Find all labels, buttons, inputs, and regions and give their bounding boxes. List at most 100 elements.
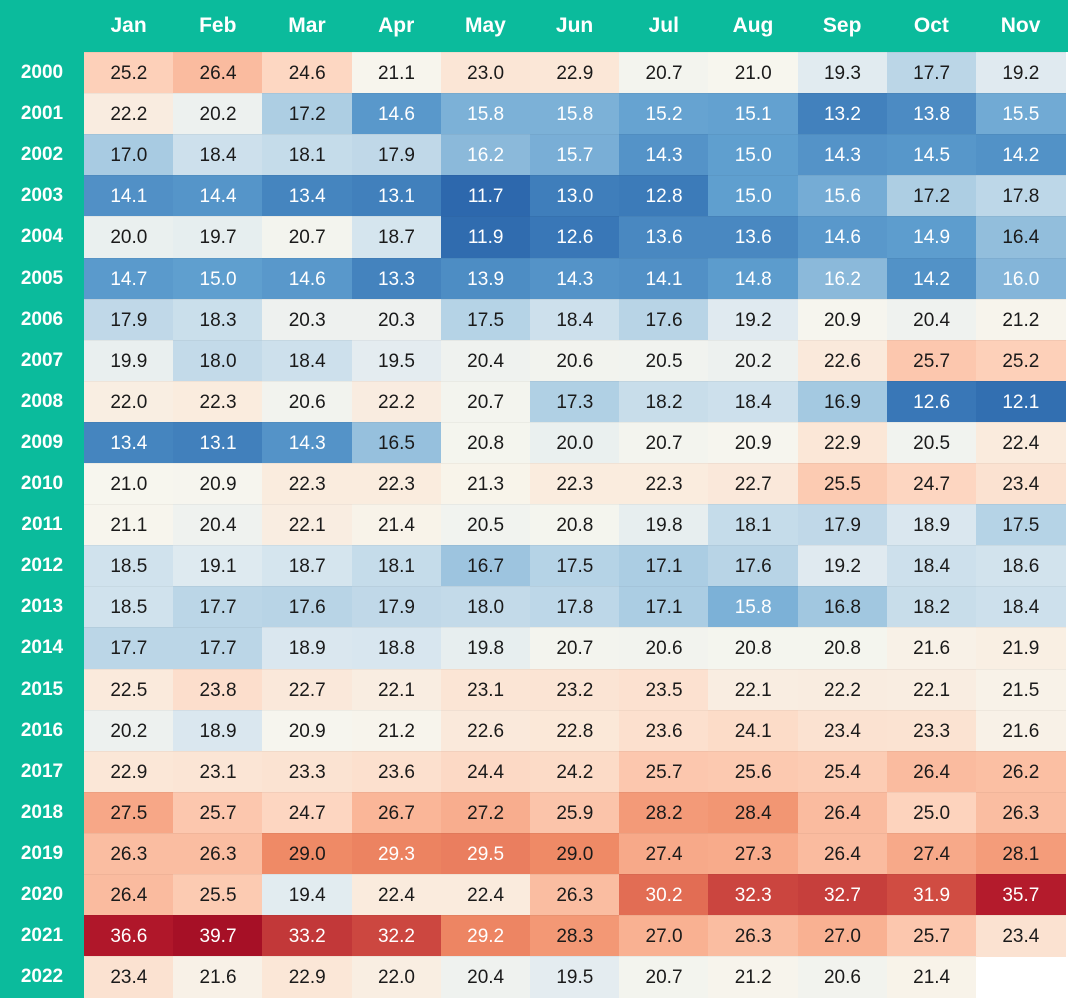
- year-label: 2009: [20, 431, 64, 453]
- year-label: 2013: [20, 596, 64, 618]
- heatmap-cell: 27.0: [797, 915, 888, 957]
- heatmap-cell: 24.2: [530, 750, 620, 793]
- heatmap-cell: 16.5: [351, 421, 442, 464]
- heatmap-cell: 17.2: [886, 175, 977, 217]
- heatmap-cell: 20.7: [440, 380, 531, 423]
- heatmap-cell: 14.6: [351, 93, 442, 135]
- heatmap-cell: 20.7: [619, 956, 709, 998]
- month-header-bar: [0, 0, 1068, 52]
- heatmap-cell: 32.2: [351, 915, 442, 957]
- month-label: Mar: [288, 14, 326, 37]
- heatmap-cell: 14.2: [976, 134, 1066, 176]
- year-label: 2003: [20, 185, 64, 207]
- heatmap-cell: 27.2: [440, 791, 531, 834]
- month-label: Jun: [555, 14, 594, 37]
- heatmap-cell: 20.8: [530, 504, 620, 546]
- heatmap-cell: 19.2: [797, 545, 888, 587]
- heatmap-cell: 21.6: [976, 709, 1066, 752]
- heatmap-cell: 23.4: [797, 709, 888, 752]
- heatmap-cell: 14.3: [530, 257, 620, 300]
- heatmap-cell: 14.3: [262, 421, 353, 464]
- heatmap-cell: 24.7: [886, 463, 977, 505]
- heatmap-cell: 19.5: [351, 339, 442, 382]
- heatmap-cell: 17.7: [84, 627, 174, 669]
- heatmap-cell: 23.6: [351, 750, 442, 793]
- heatmap-cell: 22.1: [886, 668, 977, 711]
- heatmap-cell: 17.3: [530, 380, 620, 423]
- year-label: 2020: [20, 884, 64, 905]
- heatmap-cell: 17.9: [797, 504, 888, 546]
- heatmap-cell: 18.1: [708, 504, 799, 546]
- heatmap-cell: 14.9: [886, 216, 977, 258]
- heatmap-cell: 25.4: [797, 750, 888, 793]
- heatmap-cell: 18.9: [886, 504, 977, 546]
- heatmap-cell: 17.9: [84, 298, 174, 341]
- heatmap-cell: 28.3: [530, 915, 620, 957]
- heatmap-cell: 18.4: [530, 298, 620, 341]
- heatmap-cell: 20.6: [619, 627, 709, 669]
- year-label: 2002: [20, 144, 64, 166]
- year-label: 2012: [20, 555, 64, 577]
- heatmap-cell: 16.9: [797, 380, 888, 423]
- heatmap-cell: 13.1: [351, 175, 442, 217]
- heatmap-cell: 18.9: [173, 709, 263, 752]
- heatmap-cell: 18.1: [262, 134, 353, 176]
- heatmap-cell: 18.4: [173, 134, 263, 176]
- heatmap-cell: 16.4: [976, 216, 1066, 258]
- year-label: 2005: [20, 267, 64, 289]
- heatmap-cell: 23.0: [440, 52, 531, 94]
- heatmap-cell: 22.0: [84, 380, 174, 423]
- heatmap-cell: 17.7: [886, 52, 977, 94]
- heatmap-cell: 18.4: [976, 586, 1066, 628]
- heatmap-cell: 14.4: [173, 175, 263, 217]
- heatmap-cell: 33.2: [262, 915, 353, 957]
- heatmap-cell: 24.6: [262, 52, 353, 94]
- heatmap-cell: 18.3: [173, 298, 263, 341]
- heatmap-cell: 14.3: [797, 134, 888, 176]
- heatmap-cell: 15.8: [530, 93, 620, 135]
- heatmap-cell: 19.4: [262, 874, 353, 916]
- heatmap-cell: 20.4: [440, 339, 531, 382]
- heatmap-cell: 26.7: [351, 791, 442, 834]
- heatmap-cell: 22.4: [440, 874, 531, 916]
- heatmap-cell: 17.1: [619, 545, 709, 587]
- heatmap-cell: 22.8: [530, 709, 620, 752]
- heatmap-cell: 23.5: [619, 668, 709, 711]
- heatmap-cell: 36.6: [84, 915, 174, 957]
- heatmap-cell: 17.7: [173, 627, 263, 669]
- heatmap-cell: 17.0: [84, 134, 174, 176]
- year-label: 2006: [20, 308, 64, 330]
- heatmap-cell: 25.5: [797, 463, 888, 505]
- heatmap-cell: 14.8: [708, 257, 799, 300]
- heatmap-cell: 27.5: [84, 791, 174, 834]
- heatmap-cell: 14.6: [797, 216, 888, 258]
- heatmap-cell: 17.1: [619, 586, 709, 628]
- heatmap-cell: 20.9: [173, 463, 263, 505]
- heatmap-cell: 12.6: [886, 380, 977, 423]
- heatmap-cell: 22.6: [797, 339, 888, 382]
- heatmap-cell: 29.2: [440, 915, 531, 957]
- heatmap-cell: 19.5: [530, 956, 620, 998]
- heatmap-cell: 21.6: [173, 956, 263, 998]
- heatmap-cell: 18.7: [351, 216, 442, 258]
- heatmap-cell: 23.3: [886, 709, 977, 752]
- heatmap-cell: 30.2: [619, 874, 709, 916]
- heatmap-cell: 17.7: [173, 586, 263, 628]
- heatmap-cell: 23.4: [84, 956, 174, 998]
- heatmap-cell: 18.1: [351, 545, 442, 587]
- heatmap-cell: 13.6: [619, 216, 709, 258]
- heatmap-cell: 25.7: [886, 915, 977, 957]
- heatmap-cell: 26.3: [173, 832, 263, 875]
- year-label: 2007: [20, 349, 64, 371]
- heatmap-cell: 19.9: [84, 339, 174, 382]
- heatmap-cell: 22.3: [262, 463, 353, 505]
- heatmap-cell: 20.2: [173, 93, 263, 135]
- heatmap-cell: 22.9: [84, 750, 174, 793]
- heatmap-cell: 22.2: [351, 380, 442, 423]
- heatmap-cell: 22.6: [440, 709, 531, 752]
- heatmap-cell: 26.2: [976, 750, 1066, 793]
- heatmap-cell: 21.5: [976, 668, 1066, 711]
- heatmap-cell: 22.2: [797, 668, 888, 711]
- heatmap-cell: 26.4: [173, 52, 263, 94]
- heatmap-cell: 21.2: [976, 298, 1066, 341]
